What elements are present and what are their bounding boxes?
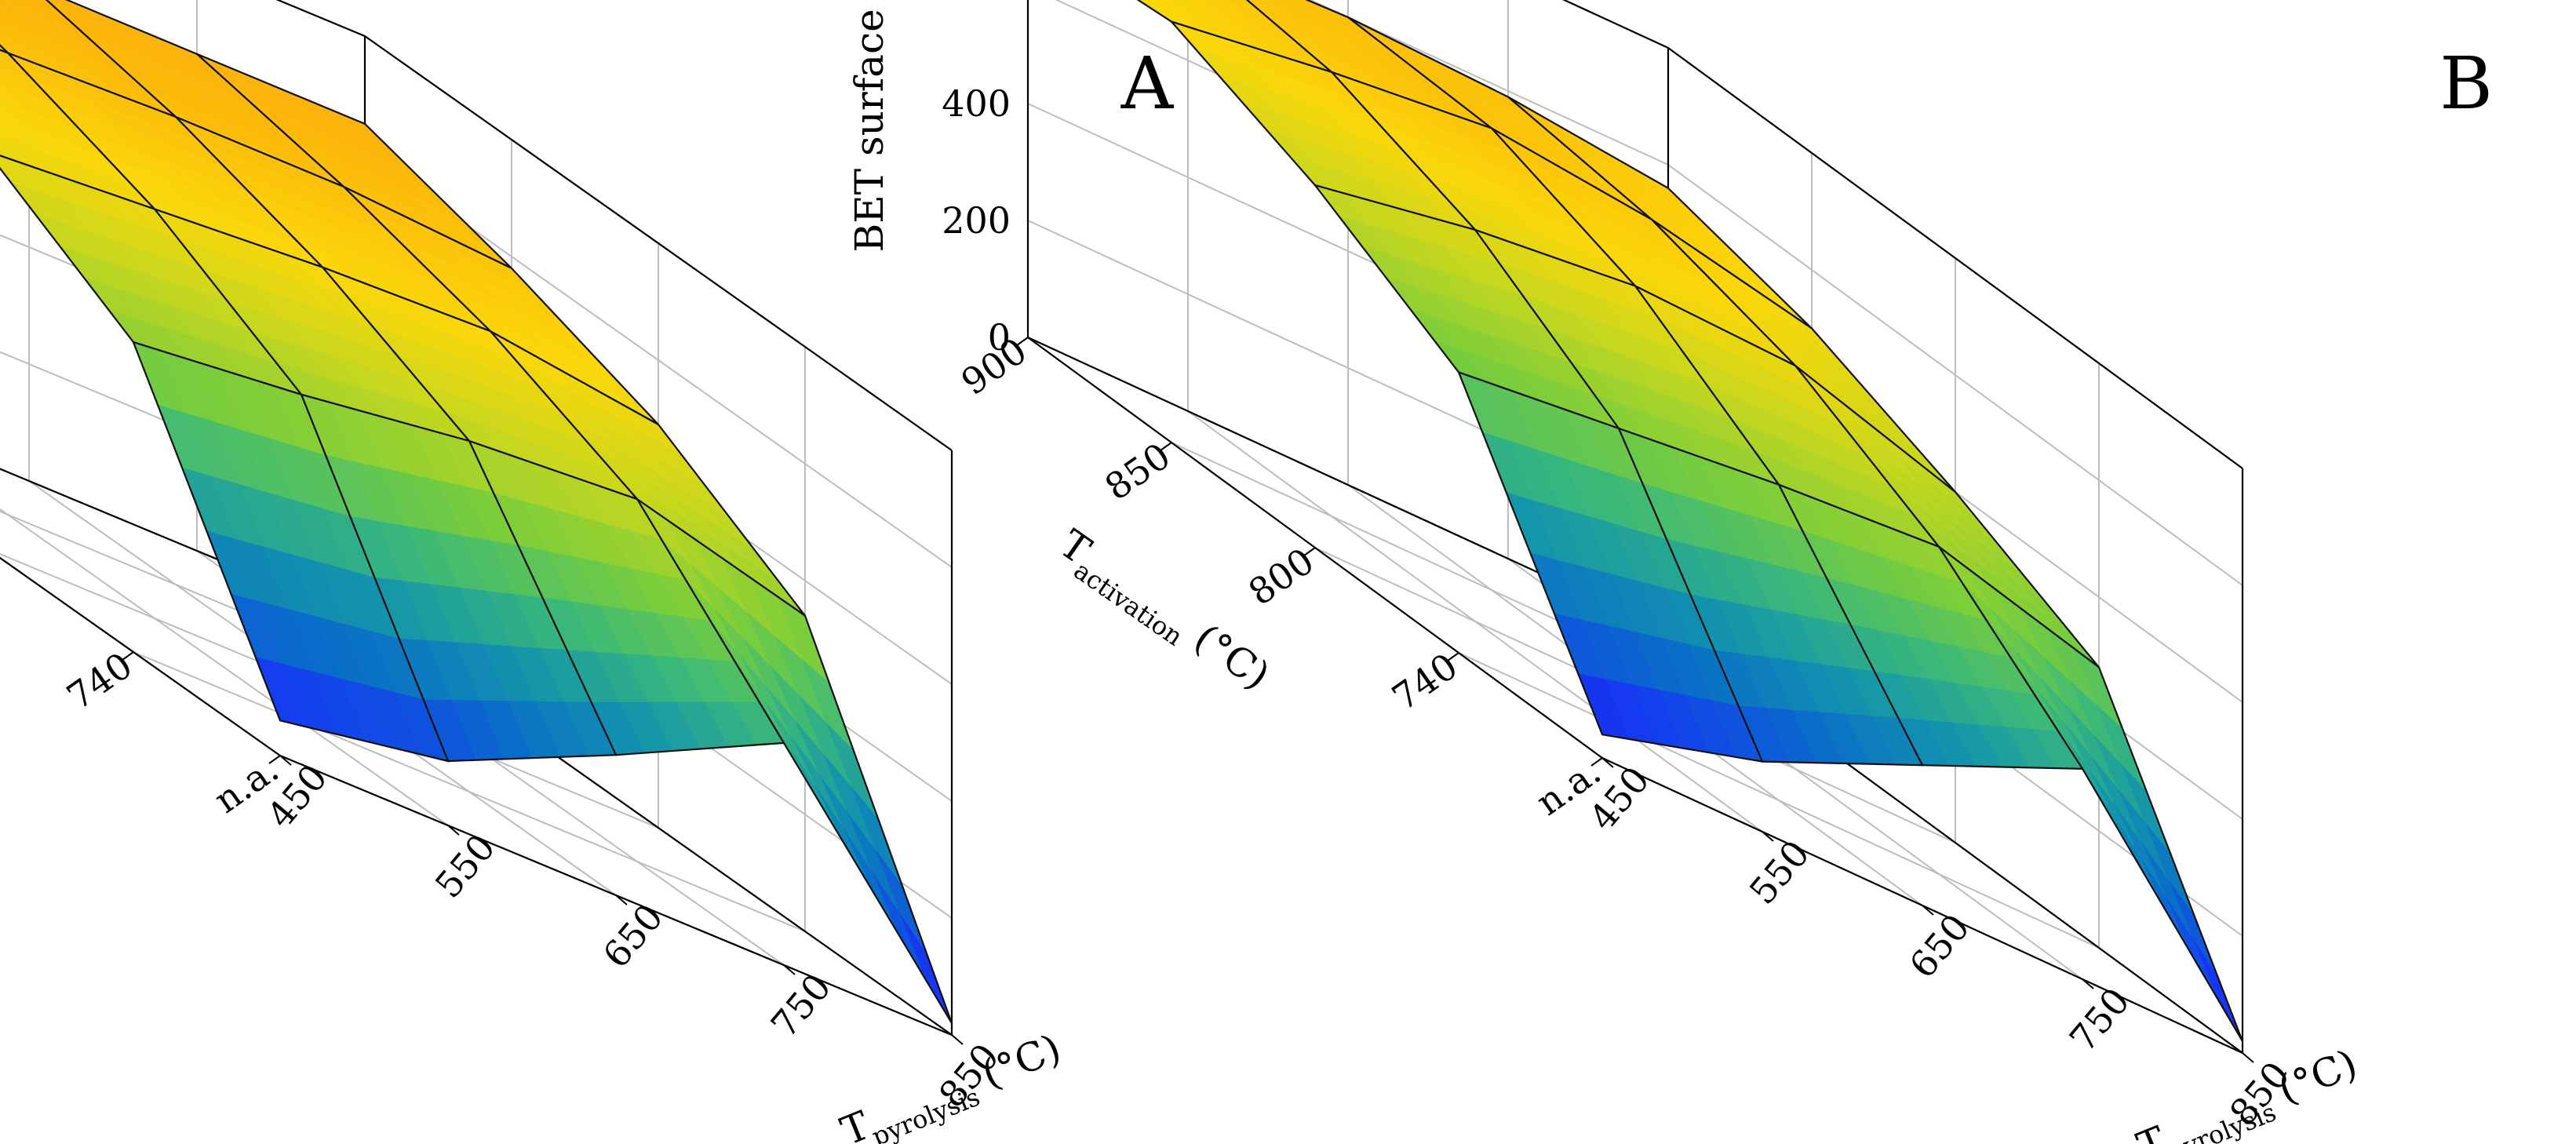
surface-mesh-line: [132, 341, 450, 763]
surface-patch: [898, 913, 953, 1024]
x-tick-label: 650: [1901, 906, 1978, 986]
z-tick-label: 400: [942, 82, 1011, 125]
surface-patch: [2167, 879, 2220, 980]
surface: [1136, 0, 2244, 1042]
surface-cell: [1776, 483, 2085, 770]
x-tick-mark: [279, 755, 292, 766]
surface-cell: [1457, 370, 1764, 763]
surface-cell: [1507, 96, 1813, 330]
x-tick-mark: [951, 1034, 964, 1045]
surface-cell: [1616, 427, 1924, 767]
surface-cell: [0, 0, 177, 118]
surface-cell: [0, 44, 9, 54]
surface-cell: [196, 53, 512, 269]
x-tick-mark: [1922, 905, 1934, 916]
panel-b: 02004006008001000450550650750850n.a.7408…: [842, 0, 2493, 1144]
surface-cell: [636, 498, 953, 1024]
panel-label: B: [2439, 42, 2493, 126]
y-axis-title: Tactivation (°C): [1047, 521, 1277, 705]
surface: [0, 0, 953, 1024]
y-tick-mark: [122, 651, 134, 661]
surface-cell: [319, 265, 640, 501]
x-tick-mark: [2082, 978, 2094, 989]
x-tick-mark: [2242, 1052, 2254, 1063]
x-tick-mark: [615, 894, 628, 905]
surface-cell: [1651, 218, 1956, 493]
y-tick-label: 740: [59, 644, 140, 719]
panel-a: 02004006008001000450550650750850n.a.7408…: [0, 0, 1175, 1144]
z-tick-label: 200: [942, 199, 1011, 242]
surface-cell: [300, 393, 618, 763]
surface-cell: [0, 155, 304, 396]
surface-cell: [0, 49, 155, 210]
axis-edge: [1667, 47, 2243, 469]
x-tick-mark: [1762, 831, 1774, 842]
surface-cell: [1634, 285, 1942, 549]
x-tick-mark: [1601, 757, 1614, 768]
surface-patch: [2191, 937, 2243, 1042]
y-tick-mark: [1447, 652, 1459, 661]
axis-edge: [364, 35, 953, 451]
surface-cell: [1168, 20, 1478, 231]
z-tick-label: 600: [942, 0, 1011, 8]
surface-cell: [1245, 0, 1492, 129]
surface-cell: [1473, 228, 1781, 486]
surface-mesh-line: [1457, 370, 1764, 763]
surface-cell: [1313, 184, 1621, 431]
z-tick-label: 0: [988, 316, 1011, 359]
surface-cell: [343, 186, 659, 425]
z-axis-title: BET surface (m2 g−1): [842, 0, 892, 252]
panel-label: A: [1120, 42, 1175, 126]
surface-cell: [7, 52, 323, 268]
x-tick-mark: [783, 964, 796, 975]
y-tick-mark: [1590, 757, 1603, 767]
grid-line-x: [0, 508, 449, 826]
surface-cell: [45, 0, 344, 188]
y-tick-mark: [1303, 547, 1316, 556]
surface-cell: [132, 341, 450, 763]
surface-cell: [1794, 365, 2100, 669]
x-tick-label: 750: [2061, 980, 2138, 1060]
x-tick-label: 750: [763, 966, 840, 1046]
y-tick-mark: [1160, 442, 1172, 451]
y-tick-label: 800: [1241, 540, 1321, 614]
surface-cell: [1331, 71, 1636, 287]
y-tick-label: 900: [953, 330, 1034, 404]
x-tick-mark: [447, 825, 460, 836]
x-tick-label: 550: [1741, 832, 1818, 913]
surface-cell: [1347, 16, 1652, 220]
axis-edge: [0, 556, 281, 756]
x-tick-label: 550: [427, 826, 504, 906]
y-tick-mark: [1016, 337, 1029, 346]
surface-cell: [1491, 127, 1796, 366]
x-tick-label: 650: [595, 896, 672, 976]
y-tick-label: 850: [1097, 435, 1178, 509]
y-tick-mark: [268, 755, 281, 764]
y-tick-label: 740: [1384, 645, 1465, 720]
surface-cell: [151, 207, 472, 443]
surface-patch: [0, 63, 5, 69]
